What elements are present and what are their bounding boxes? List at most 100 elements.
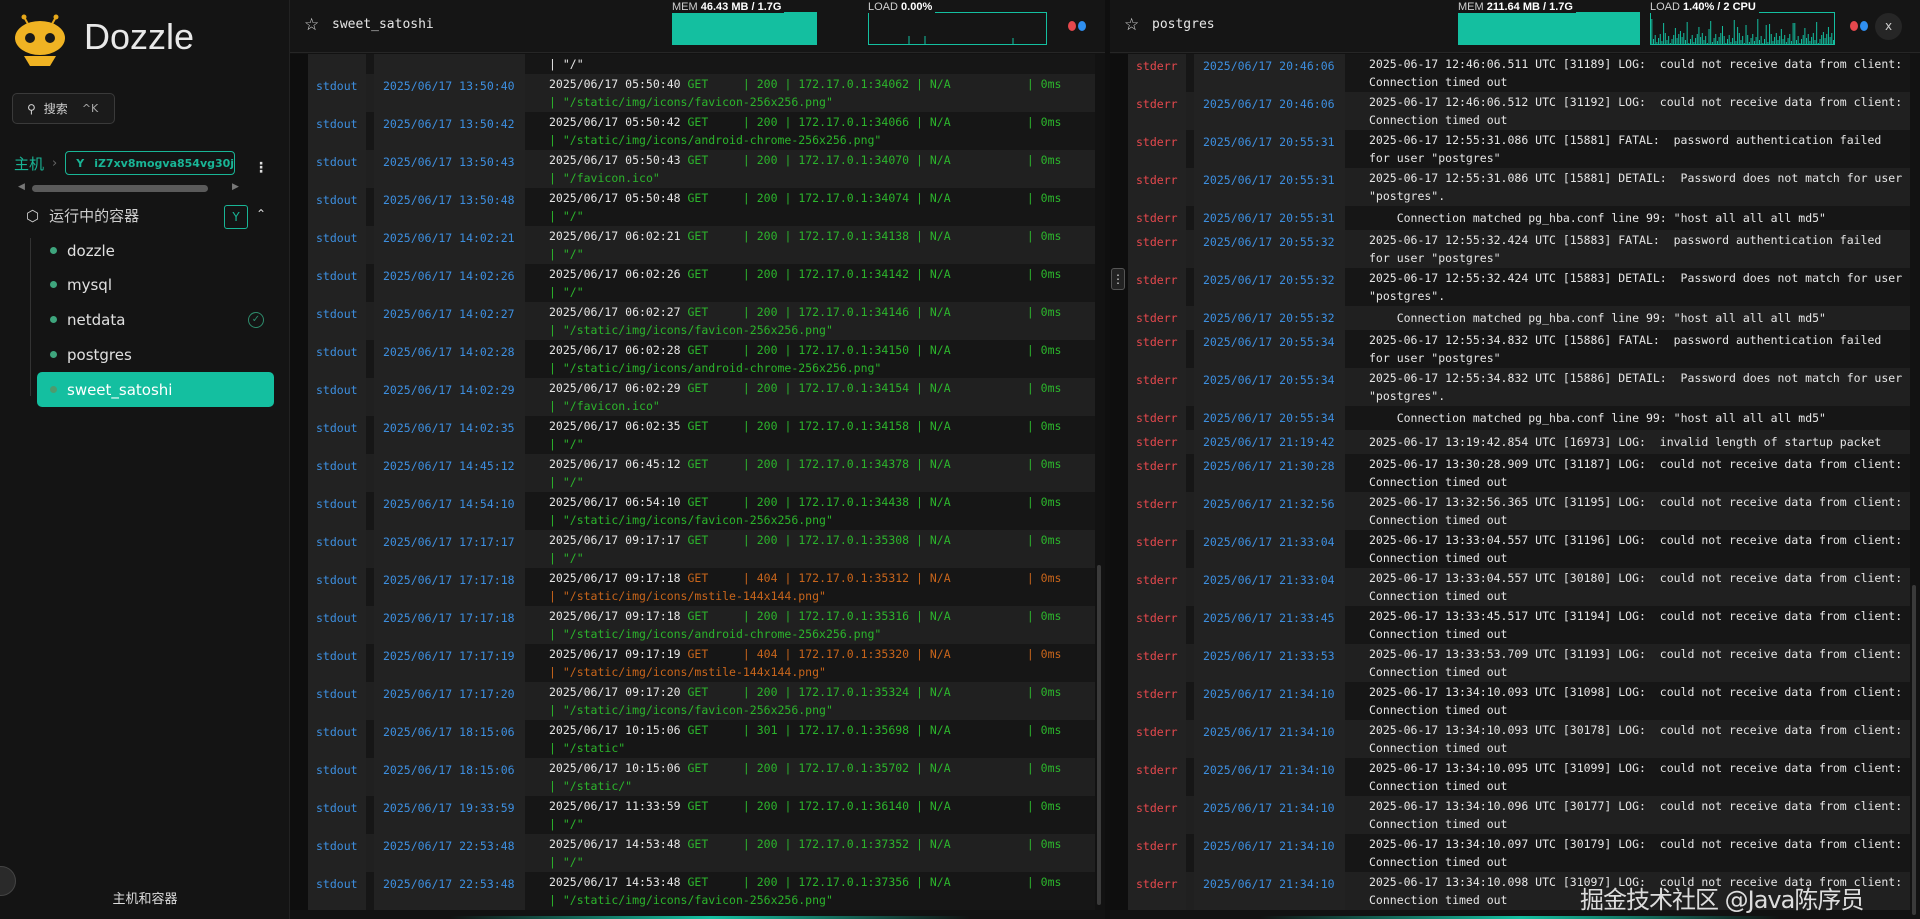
row-gutter xyxy=(290,492,308,530)
log-row[interactable]: stderr 2025/06/17 20:55:34 Connection mat… xyxy=(1110,406,1910,430)
running-containers-group[interactable]: ⬡ 运行中的容器 Υ ⌃ xyxy=(26,205,274,229)
log-row[interactable]: stderr 2025/06/17 20:55:31 2025-06-17 12:5… xyxy=(1110,168,1910,206)
log-row[interactable]: stdout 2025/06/17 13:50:40 2025/06/17 05:5… xyxy=(290,74,1095,112)
log-row[interactable]: stdout 2025/06/17 13:50:48 2025/06/17 05:5… xyxy=(290,188,1095,226)
log-row[interactable]: stdout 2025/06/17 14:02:26 2025/06/17 06:0… xyxy=(290,264,1095,302)
log-row[interactable]: stderr 2025/06/17 21:34:10 2025-06-17 13:3… xyxy=(1110,834,1910,872)
stream-label: stderr xyxy=(1128,330,1186,368)
log-row[interactable]: stderr 2025/06/17 21:34:10 2025-06-17 13:3… xyxy=(1110,720,1910,758)
breadcrumb-hosts-link[interactable]: 主机 xyxy=(14,154,45,173)
request-path: "/static/img/icons/favicon-256x256.png" xyxy=(562,513,833,527)
log-row[interactable]: stderr 2025/06/17 20:55:31 2025-06-17 12:5… xyxy=(1110,130,1910,168)
sidebar-item-postgres[interactable]: postgres xyxy=(37,337,274,372)
more-options-icon[interactable]: ⋮ xyxy=(254,160,268,176)
separator: | xyxy=(950,115,1041,129)
http-status: 200 xyxy=(756,495,778,509)
log-text: 2025-06-17 12:55:32.424 UTC [15883] FATA… xyxy=(1369,233,1889,265)
request-path: "/static/img/icons/favicon-256x256.png" xyxy=(562,893,833,907)
user: N/A xyxy=(929,875,951,889)
search-button[interactable]: ⚲ 搜索 ^K xyxy=(12,93,115,124)
log-row[interactable]: stderr 2025/06/17 21:34:10 2025-06-17 13:3… xyxy=(1110,872,1910,910)
log-date: 2025/06/17 20:55:34 xyxy=(1194,330,1345,368)
scroll-left-icon[interactable]: ◀ xyxy=(18,182,25,192)
log-list[interactable]: stderr 2025/06/17 20:46:06 2025-06-17 12:4… xyxy=(1110,54,1910,910)
scrollbar-thumb[interactable] xyxy=(1912,585,1916,915)
star-icon[interactable]: ☆ xyxy=(304,15,320,35)
log-date: 2025/06/17 14:02:28 xyxy=(374,340,525,378)
scroll-right-icon[interactable]: ▶ xyxy=(232,182,239,192)
sidebar-item-sweet-satoshi[interactable]: sweet_satoshi xyxy=(37,372,274,407)
client-address: 172.17.0.1:35316 xyxy=(798,609,910,623)
log-row[interactable]: stderr 2025/06/17 21:34:10 2025-06-17 13:3… xyxy=(1110,758,1910,796)
log-message: Connection matched pg_hba.conf line 99: … xyxy=(1369,208,1904,228)
log-row[interactable]: stderr 2025/06/17 21:33:04 2025-06-17 13:3… xyxy=(1110,530,1910,568)
log-row[interactable]: stderr 2025/06/17 21:33:04 2025-06-17 13:3… xyxy=(1110,568,1910,606)
scrollbar-thumb[interactable] xyxy=(1097,565,1101,905)
host-selector[interactable]: Υ iZ7xv8mogva854vg30j3jp xyxy=(65,151,236,175)
log-row[interactable]: stderr 2025/06/17 20:55:34 2025-06-17 12:5… xyxy=(1110,368,1910,406)
separator: | xyxy=(909,115,930,129)
log-row[interactable]: stderr 2025/06/17 20:55:32 2025-06-17 12:5… xyxy=(1110,230,1910,268)
close-panel-button[interactable]: x xyxy=(1875,13,1902,40)
log-row[interactable]: stdout 2025/06/17 22:53:48 2025/06/17 14:5… xyxy=(290,872,1095,910)
log-row[interactable]: stdout 2025/06/17 14:02:35 2025/06/17 06:0… xyxy=(290,416,1095,454)
star-icon[interactable]: ☆ xyxy=(1124,15,1140,35)
log-row[interactable]: stdout 2025/06/17 18:15:06 2025/06/17 10:1… xyxy=(290,720,1095,758)
hosts-and-containers-link[interactable]: 主机和容器 xyxy=(112,892,178,907)
log-row[interactable]: stdout 2025/06/17 13:50:43 2025/06/17 05:5… xyxy=(290,150,1095,188)
log-row[interactable]: stderr 2025/06/17 21:19:42 2025-06-17 13:1… xyxy=(1110,430,1910,454)
log-row[interactable]: stderr 2025/06/17 21:30:28 2025-06-17 13:3… xyxy=(1110,454,1910,492)
log-list[interactable]: | "/" stdout 2025/06/17 13:50:40 2025/06/17… xyxy=(290,54,1095,910)
log-row[interactable]: stdout 2025/06/17 13:50:42 2025/06/17 05:5… xyxy=(290,112,1095,150)
log-row[interactable]: stdout 2025/06/17 17:17:18 2025/06/17 09:1… xyxy=(290,606,1095,644)
stream-label: stdout xyxy=(308,568,366,606)
dozzle-logo-icon[interactable] xyxy=(12,14,68,70)
sidebar-item-dozzle[interactable]: dozzle xyxy=(37,233,274,268)
log-row[interactable]: stderr 2025/06/17 20:46:06 2025-06-17 12:4… xyxy=(1110,54,1910,92)
sidebar-item-mysql[interactable]: mysql xyxy=(37,267,274,302)
log-row[interactable]: stdout 2025/06/17 14:02:28 2025/06/17 06:0… xyxy=(290,340,1095,378)
log-row[interactable]: stdout 2025/06/17 14:02:21 2025/06/17 06:0… xyxy=(290,226,1095,264)
log-row[interactable]: stderr 2025/06/17 20:55:31 Connection mat… xyxy=(1110,206,1910,230)
log-row[interactable]: stderr 2025/06/17 21:32:56 2025-06-17 13:3… xyxy=(1110,492,1910,530)
client-address: 172.17.0.1:37352 xyxy=(798,837,910,851)
group-label: 运行中的容器 xyxy=(49,207,140,225)
log-row[interactable]: stderr 2025/06/17 20:46:06 2025-06-17 12:4… xyxy=(1110,92,1910,130)
http-status: 200 xyxy=(756,191,778,205)
log-row[interactable]: stdout 2025/06/17 17:17:19 2025/06/17 09:1… xyxy=(290,644,1095,682)
chevron-up-icon[interactable]: ⌃ xyxy=(256,207,267,221)
log-row[interactable]: stderr 2025/06/17 21:34:10 2025-06-17 13:3… xyxy=(1110,796,1910,834)
vertical-scrollbar[interactable] xyxy=(1097,60,1103,911)
log-row[interactable]: stderr 2025/06/17 21:34:10 2025-06-17 13:3… xyxy=(1110,682,1910,720)
status-dot-icon xyxy=(50,351,57,358)
log-row[interactable]: stdout 2025/06/17 19:33:59 2025/06/17 11:3… xyxy=(290,796,1095,834)
log-message: 2025/06/17 14:53:48 GET | 200 | 172.17.0… xyxy=(549,872,1089,910)
log-row[interactable]: stdout 2025/06/17 18:15:06 2025/06/17 10:1… xyxy=(290,758,1095,796)
log-row[interactable]: stdout 2025/06/17 17:17:17 2025/06/17 09:1… xyxy=(290,530,1095,568)
log-row[interactable]: stderr 2025/06/17 21:33:45 2025-06-17 13:3… xyxy=(1110,606,1910,644)
horizontal-scrollbar[interactable]: ◀ ▶ xyxy=(18,182,240,193)
log-row[interactable]: stdout 2025/06/17 14:54:10 2025/06/17 06:5… xyxy=(290,492,1095,530)
log-row[interactable]: stdout 2025/06/17 14:02:29 2025/06/17 06:0… xyxy=(290,378,1095,416)
separator: | xyxy=(549,361,563,375)
log-row[interactable]: stderr 2025/06/17 21:33:53 2025-06-17 13:3… xyxy=(1110,644,1910,682)
log-row[interactable]: stdout 2025/06/17 22:53:48 2025/06/17 14:5… xyxy=(290,834,1095,872)
log-row[interactable]: stdout 2025/06/17 14:45:12 2025/06/17 06:4… xyxy=(290,454,1095,492)
vertical-scrollbar[interactable] xyxy=(1912,60,1918,915)
check-circle-icon[interactable]: ✓ xyxy=(248,311,264,328)
log-row[interactable]: stderr 2025/06/17 20:55:32 2025-06-17 12:5… xyxy=(1110,268,1910,306)
log-row[interactable]: stdout 2025/06/17 17:17:18 2025/06/17 09:1… xyxy=(290,568,1095,606)
log-row[interactable]: stderr 2025/06/17 20:55:32 Connection mat… xyxy=(1110,306,1910,330)
separator: | xyxy=(950,533,1041,547)
log-message: 2025-06-17 13:34:10.095 UTC [31099] LOG:… xyxy=(1369,758,1904,796)
log-message: 2025/06/17 10:15:06 GET | 301 | 172.17.0… xyxy=(549,720,1089,758)
scrollbar-thumb[interactable] xyxy=(32,185,208,192)
log-row[interactable]: stdout 2025/06/17 17:17:20 2025/06/17 09:1… xyxy=(290,682,1095,720)
log-row[interactable]: stderr 2025/06/17 20:55:34 2025-06-17 12:5… xyxy=(1110,330,1910,368)
log-row[interactable]: stdout 2025/06/17 14:02:27 2025/06/17 06:0… xyxy=(290,302,1095,340)
sidebar-item-netdata[interactable]: netdata ✓ xyxy=(37,302,274,337)
filter-host-icon[interactable]: Υ xyxy=(224,205,248,229)
http-method: GET xyxy=(687,799,709,813)
row-actions-icon[interactable]: ⋮ xyxy=(1111,268,1125,290)
client-address: 172.17.0.1:34142 xyxy=(798,267,910,281)
